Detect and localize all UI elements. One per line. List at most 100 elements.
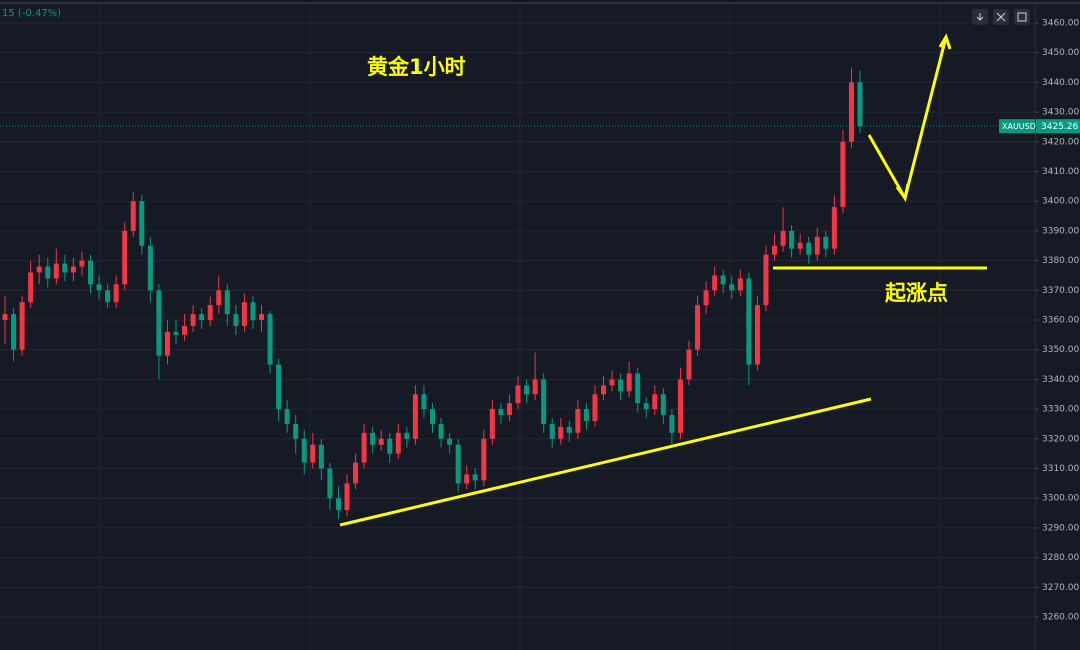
candle-body bbox=[823, 236, 829, 249]
candle-body bbox=[541, 379, 547, 424]
y-tick-label: 3410.00 bbox=[1042, 167, 1079, 177]
annotation: 起涨点 bbox=[884, 281, 948, 305]
candle-body bbox=[233, 314, 239, 326]
candle-body bbox=[53, 263, 59, 279]
candle-body bbox=[506, 403, 512, 416]
y-tick-label: 3370.00 bbox=[1042, 286, 1079, 296]
candle-body bbox=[660, 394, 666, 416]
candle-body bbox=[677, 379, 683, 433]
candle-body bbox=[592, 394, 598, 421]
candle-body bbox=[370, 432, 376, 445]
y-tick-label: 3400.00 bbox=[1042, 197, 1079, 207]
candle-body bbox=[113, 284, 119, 303]
candle-body bbox=[626, 373, 632, 392]
y-tick-label: 3330.00 bbox=[1042, 405, 1079, 415]
candle-body bbox=[772, 245, 777, 255]
candle-body bbox=[703, 290, 709, 306]
candle-body bbox=[558, 426, 564, 439]
candle-body bbox=[421, 394, 427, 410]
y-tick-label: 3450.00 bbox=[1042, 48, 1079, 58]
y-tick-label: 3380.00 bbox=[1042, 256, 1079, 266]
y-tick-label: 3290.00 bbox=[1042, 523, 1079, 533]
candle-body bbox=[122, 230, 128, 285]
candle-body bbox=[344, 483, 350, 511]
candle-body bbox=[387, 438, 393, 454]
candle-body bbox=[62, 263, 68, 273]
candle-body bbox=[695, 305, 701, 350]
candle-body bbox=[549, 423, 555, 439]
candle-body bbox=[216, 290, 222, 306]
candle-body bbox=[259, 314, 264, 320]
candle-body bbox=[284, 409, 290, 424]
candle-body bbox=[182, 325, 188, 335]
candle-body bbox=[729, 284, 735, 291]
candle-body bbox=[404, 432, 410, 439]
symbol-label: XAUUSD bbox=[1002, 122, 1036, 131]
y-tick-label: 3430.00 bbox=[1042, 108, 1079, 118]
candle-body bbox=[173, 331, 179, 335]
candle-body bbox=[301, 438, 307, 463]
candle-body bbox=[763, 254, 769, 306]
candle-body bbox=[601, 385, 606, 395]
y-tick-label: 3340.00 bbox=[1042, 375, 1079, 385]
y-tick-label: 3420.00 bbox=[1042, 137, 1079, 147]
candle-body bbox=[88, 260, 93, 285]
candle-body bbox=[481, 438, 487, 481]
y-tick-label: 3280.00 bbox=[1042, 553, 1079, 563]
candle-body bbox=[814, 236, 820, 255]
grid bbox=[0, 22, 1035, 618]
candle-body bbox=[652, 394, 658, 410]
candle-body bbox=[780, 230, 786, 246]
candle-body bbox=[472, 474, 478, 481]
arrow-head bbox=[895, 183, 910, 202]
candle-body bbox=[70, 266, 76, 273]
candle-body bbox=[566, 426, 572, 433]
candle-body bbox=[224, 290, 230, 315]
candle-body bbox=[797, 242, 803, 249]
candle-body bbox=[96, 284, 102, 291]
candle-body bbox=[267, 314, 273, 365]
button[interactable] bbox=[1014, 9, 1030, 25]
candle-body bbox=[2, 314, 8, 320]
candle-body bbox=[720, 275, 726, 285]
candle-body bbox=[28, 272, 34, 303]
arrow-head bbox=[938, 33, 952, 50]
y-tick-label: 3270.00 bbox=[1042, 583, 1079, 593]
y-tick-label: 3260.00 bbox=[1042, 613, 1079, 623]
y-tick-label: 3390.00 bbox=[1042, 226, 1079, 236]
candle-body bbox=[293, 423, 299, 439]
candle-body bbox=[395, 432, 401, 454]
candle-body bbox=[831, 207, 837, 249]
candle-body bbox=[318, 444, 324, 469]
candle-body bbox=[498, 409, 504, 416]
y-tick-label: 3360.00 bbox=[1042, 316, 1079, 326]
candle-body bbox=[806, 242, 812, 255]
trend-line bbox=[339, 397, 872, 527]
candle-body bbox=[412, 394, 418, 439]
candle-body bbox=[45, 266, 51, 279]
price-label: 3425.26 bbox=[1041, 122, 1078, 132]
candle-body bbox=[310, 444, 316, 463]
candle-body bbox=[857, 82, 863, 127]
candle-body bbox=[276, 364, 282, 410]
candle-body bbox=[489, 409, 495, 439]
icon bbox=[1017, 12, 1027, 22]
icon bbox=[976, 13, 984, 21]
candle-body bbox=[335, 498, 341, 511]
candle-body bbox=[754, 305, 760, 365]
candle-body bbox=[737, 278, 743, 291]
candle-body bbox=[147, 245, 153, 291]
candle-body bbox=[139, 201, 145, 246]
candle-body bbox=[789, 230, 795, 249]
symbol-tag bbox=[999, 119, 1035, 134]
y-tick-label: 3460.00 bbox=[1042, 18, 1079, 28]
annotation: 黄金1小时 bbox=[367, 55, 466, 79]
candle-body bbox=[241, 302, 247, 326]
candle-body bbox=[105, 290, 111, 303]
candle-body bbox=[250, 302, 256, 320]
candle-body bbox=[635, 373, 641, 404]
candle-body bbox=[524, 385, 530, 395]
drawings bbox=[339, 33, 987, 527]
